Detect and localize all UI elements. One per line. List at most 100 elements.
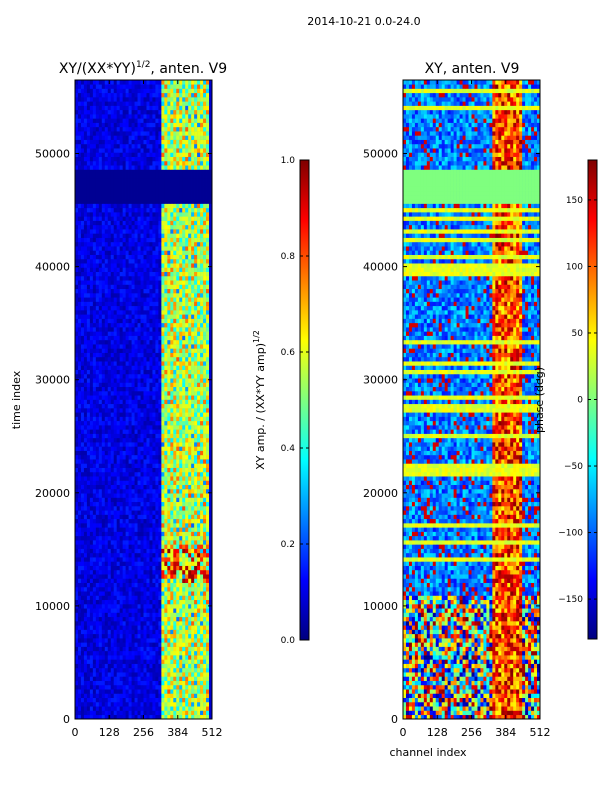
- amplitude-cell: [164, 454, 168, 460]
- amplitude-cell: [116, 638, 120, 643]
- amplitude-cell: [173, 271, 177, 277]
- amplitude-cell: [149, 514, 153, 520]
- amplitude-cell: [131, 518, 135, 524]
- amplitude-cell: [113, 327, 117, 332]
- amplitude-cell: [146, 271, 150, 277]
- amplitude-cell: [152, 403, 156, 409]
- amplitude-cell: [107, 552, 112, 558]
- amplitude-cell: [140, 420, 144, 426]
- amplitude-cell: [83, 280, 88, 285]
- amplitude-cell: [146, 710, 150, 716]
- amplitude-cell: [167, 565, 171, 571]
- amplitude-cell: [194, 339, 198, 345]
- amplitude-cell: [131, 420, 135, 426]
- amplitude-cell: [167, 484, 171, 490]
- amplitude-cell: [104, 420, 109, 426]
- amplitude-cell: [98, 578, 103, 583]
- amplitude-cell: [155, 365, 159, 370]
- amplitude-cell: [167, 582, 171, 588]
- amplitude-cell: [101, 301, 106, 307]
- amplitude-cell: [92, 493, 97, 498]
- amplitude-cell: [95, 693, 100, 698]
- amplitude-cell: [77, 459, 82, 464]
- amplitude-cell: [206, 518, 210, 524]
- amplitude-cell: [167, 561, 171, 566]
- amplitude-cell: [152, 552, 156, 558]
- amplitude-cell: [173, 540, 177, 545]
- amplitude-cell: [209, 446, 213, 451]
- amplitude-cell: [131, 322, 135, 328]
- amplitude-cell: [206, 629, 210, 635]
- amplitude-cell: [170, 425, 174, 430]
- amplitude-cell: [104, 655, 109, 660]
- amplitude-cell: [110, 446, 115, 451]
- amplitude-cell: [176, 578, 180, 583]
- amplitude-cell: [146, 659, 150, 664]
- amplitude-cell: [188, 442, 192, 447]
- amplitude-cell: [209, 327, 213, 332]
- amplitude-cell: [134, 459, 138, 464]
- amplitude-cell: [125, 497, 129, 503]
- amplitude-cell: [137, 586, 141, 592]
- amplitude-cell: [110, 689, 115, 694]
- amplitude-cell: [119, 284, 123, 290]
- amplitude-cell: [134, 557, 138, 562]
- amplitude-cell: [185, 701, 189, 707]
- amplitude-cell: [143, 595, 147, 601]
- amplitude-cell: [152, 506, 156, 511]
- amplitude-cell: [179, 408, 183, 413]
- amplitude-cell: [206, 339, 210, 345]
- amplitude-cell: [83, 484, 88, 490]
- amplitude-cell: [170, 318, 174, 324]
- amplitude-cell: [209, 437, 213, 443]
- amplitude-cell: [128, 531, 132, 537]
- amplitude-cell: [104, 676, 109, 681]
- amplitude-cell: [197, 416, 201, 422]
- amplitude-cell: [134, 275, 138, 281]
- amplitude-cell: [197, 531, 201, 537]
- amplitude-cell: [158, 314, 162, 319]
- amplitude-cell: [155, 263, 159, 268]
- amplitude-cell: [140, 612, 144, 618]
- amplitude-cell: [131, 382, 135, 388]
- amplitude-cell: [77, 412, 82, 417]
- amplitude-cell: [155, 369, 159, 375]
- amplitude-cell: [101, 373, 106, 379]
- amplitude-cell: [134, 548, 138, 554]
- amplitude-cell: [149, 335, 153, 341]
- amplitude-cell: [80, 314, 85, 319]
- amplitude-cell: [89, 523, 94, 528]
- amplitude-cell: [77, 493, 82, 498]
- amplitude-cell: [191, 612, 195, 618]
- amplitude-cell: [167, 625, 171, 630]
- amplitude-cell: [203, 442, 207, 447]
- amplitude-cell: [167, 263, 171, 268]
- amplitude-cell: [134, 642, 138, 647]
- amplitude-cell: [140, 540, 144, 545]
- amplitude-cell: [89, 561, 94, 566]
- amplitude-cell: [158, 471, 162, 477]
- amplitude-cell: [188, 280, 192, 285]
- amplitude-cell: [176, 655, 180, 660]
- amplitude-cell: [107, 293, 112, 298]
- amplitude-cell: [197, 348, 201, 353]
- amplitude-cell: [75, 701, 79, 707]
- amplitude-cell: [200, 552, 204, 558]
- amplitude-cell: [98, 344, 103, 349]
- amplitude-cell: [95, 463, 100, 468]
- amplitude-cell: [77, 514, 82, 520]
- amplitude-cell: [146, 497, 150, 503]
- amplitude-cell: [107, 608, 112, 613]
- amplitude-cell: [116, 642, 120, 647]
- amplitude-cell: [197, 680, 201, 686]
- amplitude-cell: [116, 365, 120, 370]
- amplitude-cell: [122, 569, 126, 575]
- amplitude-cell: [75, 356, 79, 362]
- amplitude-cell: [188, 544, 192, 549]
- amplitude-cell: [176, 480, 180, 485]
- amplitude-cell: [107, 408, 112, 413]
- amplitude-cell: [83, 310, 88, 315]
- amplitude-cell: [89, 625, 94, 630]
- amplitude-cell: [155, 548, 159, 554]
- amplitude-cell: [92, 484, 97, 490]
